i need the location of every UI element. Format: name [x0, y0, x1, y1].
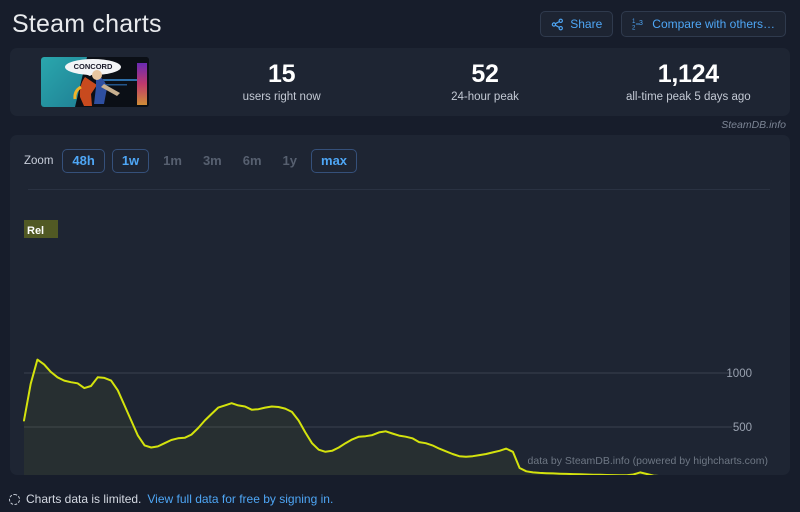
stat-value: 15 — [268, 60, 296, 88]
series-area — [24, 359, 651, 475]
header-actions: Share 1 2 3 Compare with others… — [540, 11, 786, 37]
zoom-button-max[interactable]: max — [311, 148, 358, 174]
bottom-notice-bar: Charts data is limited. View full data f… — [0, 486, 800, 512]
svg-text:3: 3 — [639, 20, 643, 27]
stat-label: users right now — [242, 91, 321, 103]
y-tick-label: 500 — [733, 422, 752, 434]
compare-label: Compare with others… — [652, 17, 775, 31]
stat-label: all-time peak 5 days ago — [625, 91, 751, 103]
signin-link[interactable]: View full data for free by signing in. — [147, 492, 334, 506]
zoom-button-48h[interactable]: 48h — [62, 148, 105, 174]
share-button[interactable]: Share — [540, 11, 614, 37]
zoom-button-1m[interactable]: 1m — [156, 149, 189, 173]
series-line-users — [23, 358, 659, 475]
zoom-button-1w[interactable]: 1w — [111, 148, 150, 174]
brand-watermark: SteamDB.info — [721, 119, 786, 131]
thumbnail-game-title: CONCORD — [74, 62, 113, 71]
stat-label: 24-hour peak — [451, 91, 519, 103]
stat-value: 52 — [471, 60, 499, 88]
svg-text:2: 2 — [632, 24, 636, 31]
game-thumbnail[interactable]: CONCORD — [41, 57, 149, 107]
chart-plot-area[interactable]: 13 Jul12:0014 Jul12:0015 Jul12:0016 Jul1… — [10, 193, 790, 475]
share-icon — [551, 18, 564, 31]
main-chart-svg[interactable]: 13 Jul12:0014 Jul12:0015 Jul12:0016 Jul1… — [10, 193, 790, 475]
zoom-divider — [28, 189, 770, 190]
zoom-label: Zoom — [24, 155, 54, 167]
y-axis-labels: 05001000 — [726, 368, 752, 434]
svg-text:1: 1 — [632, 18, 636, 25]
release-marker-label: Rel — [27, 225, 44, 237]
release-marker[interactable]: Rel — [24, 220, 58, 238]
chart-credits: data by SteamDB.info (powered by highcha… — [527, 455, 768, 467]
compare-button[interactable]: 1 2 3 Compare with others… — [621, 11, 786, 37]
zoom-button-3m[interactable]: 3m — [196, 149, 229, 173]
chart-gridlines — [24, 372, 732, 428]
page-title: Steam charts — [12, 9, 162, 38]
zoom-button-6m[interactable]: 6m — [236, 149, 269, 173]
stats-panel: CONCORD 15 users right now 52 24-hour pe… — [10, 48, 790, 116]
game-thumbnail-wrap: CONCORD — [10, 57, 180, 107]
page-header: Steam charts Share 1 2 3 Compare with ot… — [0, 0, 800, 48]
stat-all-time-peak: 1,124 all-time peak 5 days ago — [587, 60, 790, 104]
stat-24h-peak: 52 24-hour peak — [383, 60, 586, 104]
stat-value: 1,124 — [657, 60, 719, 88]
loading-spinner-icon — [9, 493, 20, 505]
zoom-range-selector: Zoom 48h 1w 1m 3m 6m 1y max — [10, 135, 790, 175]
chart-panel: Zoom 48h 1w 1m 3m 6m 1y max 13 Jul12:001… — [10, 135, 790, 475]
y-tick-label: 1000 — [726, 368, 752, 380]
share-label: Share — [570, 17, 603, 31]
compare-icon: 1 2 3 — [632, 17, 646, 31]
stat-users-now: 15 users right now — [180, 60, 383, 104]
bottom-notice-message: Charts data is limited. — [26, 492, 142, 506]
zoom-button-1y[interactable]: 1y — [276, 149, 304, 173]
